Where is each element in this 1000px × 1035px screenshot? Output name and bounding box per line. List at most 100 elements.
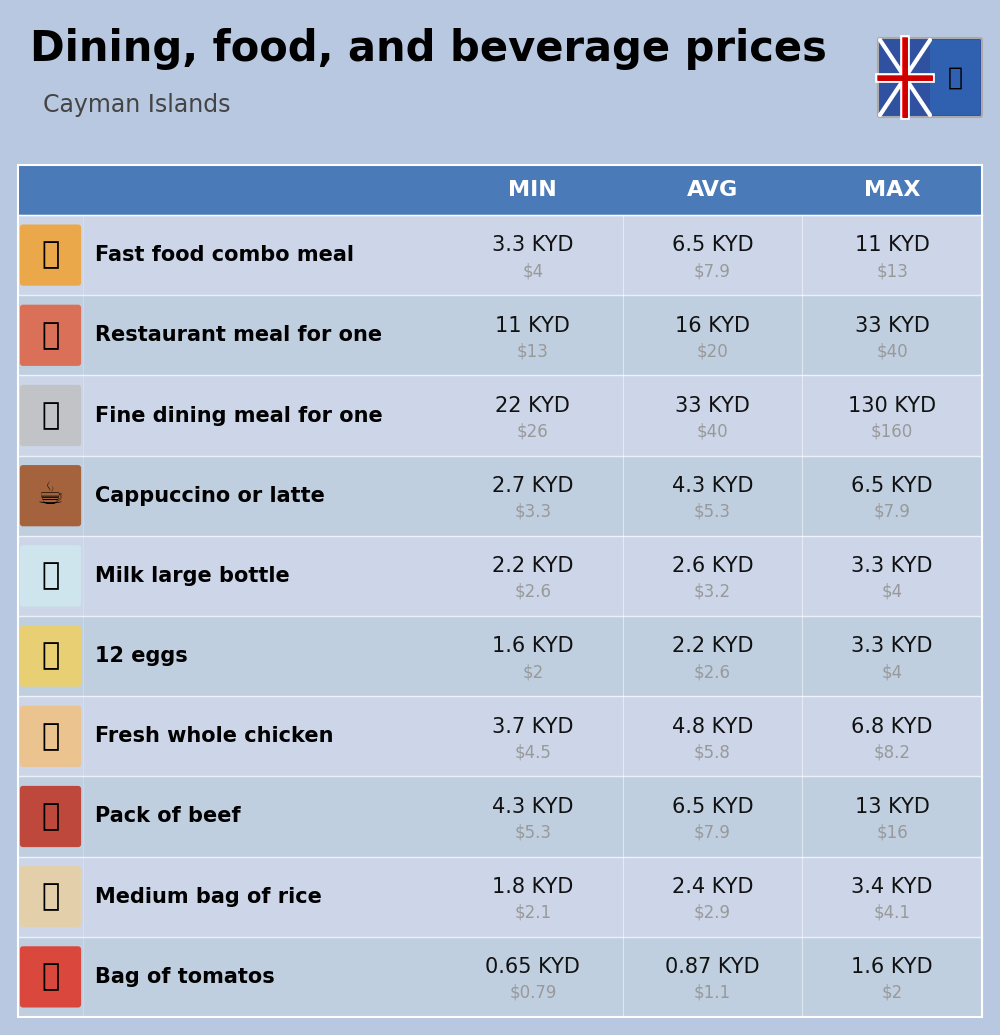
Text: 2.4 KYD: 2.4 KYD	[672, 877, 753, 897]
Text: 1.8 KYD: 1.8 KYD	[492, 877, 574, 897]
Text: 🍔: 🍔	[41, 240, 60, 269]
Text: MIN: MIN	[508, 180, 557, 200]
Text: MAX: MAX	[864, 180, 920, 200]
FancyBboxPatch shape	[20, 225, 81, 286]
Text: Cappuccino or latte: Cappuccino or latte	[95, 485, 325, 506]
Text: Pack of beef: Pack of beef	[95, 806, 241, 827]
Text: Medium bag of rice: Medium bag of rice	[95, 887, 322, 907]
FancyBboxPatch shape	[18, 295, 982, 376]
Text: 2.7 KYD: 2.7 KYD	[492, 476, 574, 496]
Text: $3.2: $3.2	[694, 583, 731, 601]
Text: $7.9: $7.9	[694, 262, 731, 280]
Text: $5.3: $5.3	[694, 503, 731, 521]
FancyBboxPatch shape	[20, 786, 81, 847]
Text: 🍅: 🍅	[41, 963, 60, 992]
FancyBboxPatch shape	[18, 165, 982, 215]
Text: 6.8 KYD: 6.8 KYD	[851, 716, 933, 737]
Text: $2.6: $2.6	[694, 663, 731, 681]
Text: $7.9: $7.9	[694, 824, 731, 841]
Text: 6.5 KYD: 6.5 KYD	[851, 476, 933, 496]
Text: $160: $160	[871, 422, 913, 441]
Text: ☕: ☕	[37, 481, 64, 510]
FancyBboxPatch shape	[20, 866, 81, 927]
Text: $7.9: $7.9	[874, 503, 911, 521]
Text: $4.5: $4.5	[514, 743, 551, 762]
Text: 4.3 KYD: 4.3 KYD	[672, 476, 753, 496]
Text: 13 KYD: 13 KYD	[855, 797, 930, 817]
FancyBboxPatch shape	[18, 376, 982, 455]
Text: $4: $4	[522, 262, 543, 280]
Text: $0.79: $0.79	[509, 984, 557, 1002]
Text: Fast food combo meal: Fast food combo meal	[95, 245, 354, 265]
Text: $16: $16	[876, 824, 908, 841]
Text: 3.4 KYD: 3.4 KYD	[851, 877, 933, 897]
Text: $5.8: $5.8	[694, 743, 731, 762]
FancyBboxPatch shape	[18, 215, 982, 295]
FancyBboxPatch shape	[18, 857, 982, 937]
Text: $3.3: $3.3	[514, 503, 551, 521]
Text: 33 KYD: 33 KYD	[855, 316, 930, 335]
Text: $1.1: $1.1	[694, 984, 731, 1002]
Text: $40: $40	[697, 422, 728, 441]
Text: 3.7 KYD: 3.7 KYD	[492, 716, 574, 737]
Text: $2: $2	[882, 984, 903, 1002]
Text: 🌾: 🌾	[41, 882, 60, 911]
Text: Fine dining meal for one: Fine dining meal for one	[95, 406, 383, 425]
Text: $13: $13	[517, 343, 549, 360]
Text: 4.3 KYD: 4.3 KYD	[492, 797, 574, 817]
Text: $2.1: $2.1	[514, 904, 551, 922]
Text: $2: $2	[522, 663, 543, 681]
Text: $40: $40	[876, 343, 908, 360]
Text: $26: $26	[517, 422, 549, 441]
FancyBboxPatch shape	[20, 304, 81, 366]
Text: $4: $4	[882, 583, 903, 601]
FancyBboxPatch shape	[20, 625, 81, 687]
Text: 2.2 KYD: 2.2 KYD	[672, 637, 753, 656]
Text: Bag of tomatos: Bag of tomatos	[95, 967, 275, 987]
Text: Cayman Islands: Cayman Islands	[43, 93, 230, 117]
Text: Dining, food, and beverage prices: Dining, food, and beverage prices	[30, 28, 827, 70]
Text: 4.8 KYD: 4.8 KYD	[672, 716, 753, 737]
Text: 🍽: 🍽	[41, 401, 60, 430]
Text: 🥛: 🥛	[41, 561, 60, 590]
Text: 3.3 KYD: 3.3 KYD	[851, 637, 933, 656]
Text: 11 KYD: 11 KYD	[855, 236, 930, 256]
Text: 2.6 KYD: 2.6 KYD	[672, 556, 753, 576]
Text: 33 KYD: 33 KYD	[675, 395, 750, 416]
FancyBboxPatch shape	[18, 937, 982, 1017]
Text: 🥩: 🥩	[41, 802, 60, 831]
Text: $2.6: $2.6	[514, 583, 551, 601]
Text: $13: $13	[876, 262, 908, 280]
Text: $4: $4	[882, 663, 903, 681]
FancyBboxPatch shape	[18, 776, 982, 857]
Text: 🍗: 🍗	[41, 721, 60, 750]
FancyBboxPatch shape	[878, 38, 982, 117]
Text: 3.3 KYD: 3.3 KYD	[851, 556, 933, 576]
Text: 3.3 KYD: 3.3 KYD	[492, 236, 574, 256]
Text: AVG: AVG	[687, 180, 738, 200]
Text: 1.6 KYD: 1.6 KYD	[492, 637, 574, 656]
Text: 🍽: 🍽	[41, 321, 60, 350]
FancyBboxPatch shape	[930, 40, 980, 115]
Text: 16 KYD: 16 KYD	[675, 316, 750, 335]
Text: 🥚: 🥚	[41, 642, 60, 671]
FancyBboxPatch shape	[20, 706, 81, 767]
Text: 130 KYD: 130 KYD	[848, 395, 936, 416]
FancyBboxPatch shape	[18, 455, 982, 536]
Text: 11 KYD: 11 KYD	[495, 316, 570, 335]
FancyBboxPatch shape	[20, 465, 81, 527]
Text: 1.6 KYD: 1.6 KYD	[851, 957, 933, 977]
Text: 2.2 KYD: 2.2 KYD	[492, 556, 574, 576]
Text: 6.5 KYD: 6.5 KYD	[672, 236, 753, 256]
FancyBboxPatch shape	[20, 545, 81, 607]
FancyBboxPatch shape	[18, 536, 982, 616]
Text: 🛡: 🛡	[948, 65, 962, 89]
Text: $8.2: $8.2	[874, 743, 911, 762]
Text: $2.9: $2.9	[694, 904, 731, 922]
FancyBboxPatch shape	[20, 385, 81, 446]
Text: $4.1: $4.1	[874, 904, 911, 922]
FancyBboxPatch shape	[20, 946, 81, 1007]
Text: Restaurant meal for one: Restaurant meal for one	[95, 325, 382, 346]
Text: 12 eggs: 12 eggs	[95, 646, 188, 667]
Text: $5.3: $5.3	[514, 824, 551, 841]
